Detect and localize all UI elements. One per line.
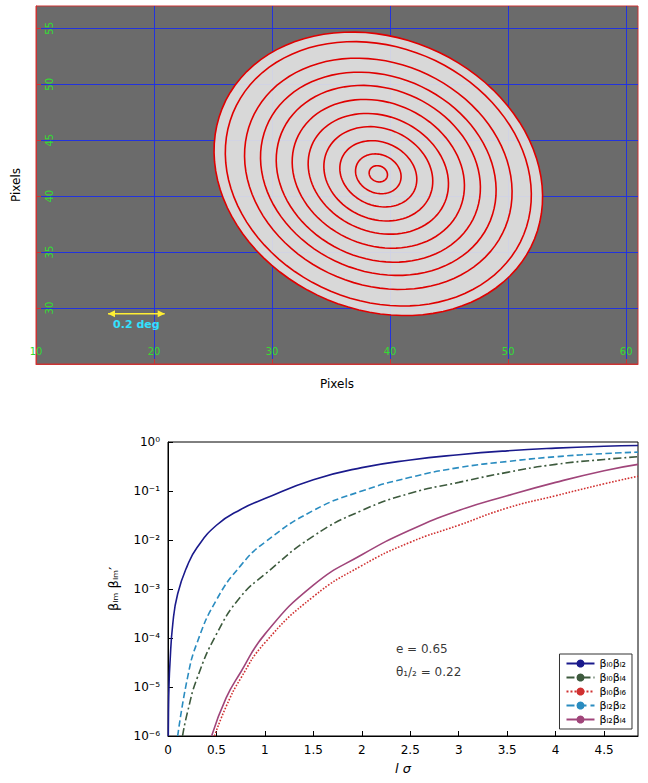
svg-text:10⁻⁶: 10⁻⁶ [134, 729, 161, 743]
svg-text:40: 40 [384, 346, 397, 357]
svg-text:βₗ₂βₗ₂: βₗ₂βₗ₂ [599, 699, 626, 712]
svg-text:Pixels: Pixels [320, 377, 354, 391]
svg-text:2.5: 2.5 [401, 743, 420, 757]
svg-text:0: 0 [164, 743, 172, 757]
svg-text:10⁻²: 10⁻² [134, 533, 161, 547]
svg-text:60: 60 [620, 346, 633, 357]
svg-text:10⁻¹: 10⁻¹ [134, 484, 161, 498]
svg-text:βₗ₀βₗ₄: βₗ₀βₗ₄ [599, 671, 626, 684]
svg-text:3.5: 3.5 [498, 743, 517, 757]
svg-text:θ₁/₂ = 0.22: θ₁/₂ = 0.22 [396, 665, 461, 679]
svg-text:βₗ₀βₗ₆: βₗ₀βₗ₆ [599, 685, 626, 698]
svg-text:βₗₘ βₗₘ′: βₗₘ βₗₘ′ [106, 567, 121, 611]
svg-text:4: 4 [552, 743, 560, 757]
svg-text:10⁻⁵: 10⁻⁵ [134, 680, 161, 694]
svg-text:l σ: l σ [395, 761, 412, 776]
svg-text:40: 40 [44, 190, 55, 203]
svg-text:3: 3 [455, 743, 463, 757]
svg-text:50: 50 [502, 346, 515, 357]
svg-text:35: 35 [44, 246, 55, 259]
svg-text:1.5: 1.5 [304, 743, 323, 757]
svg-text:50: 50 [44, 78, 55, 91]
svg-text:30: 30 [44, 302, 55, 315]
svg-text:10: 10 [30, 346, 43, 357]
svg-text:2: 2 [358, 743, 366, 757]
svg-text:0.5: 0.5 [207, 743, 226, 757]
svg-text:10⁻³: 10⁻³ [134, 582, 161, 596]
svg-text:55: 55 [44, 22, 55, 35]
svg-text:20: 20 [148, 346, 161, 357]
svg-text:βₗ₂βₗ₄: βₗ₂βₗ₄ [599, 713, 626, 726]
svg-text:βₗ₀βₗ₂: βₗ₀βₗ₂ [599, 657, 626, 670]
svg-text:4.5: 4.5 [595, 743, 614, 757]
svg-text:10⁰: 10⁰ [140, 435, 160, 449]
svg-text:45: 45 [44, 134, 55, 147]
svg-text:1: 1 [261, 743, 269, 757]
svg-text:e = 0.65: e = 0.65 [396, 642, 448, 656]
svg-text:Pixels: Pixels [9, 168, 23, 202]
svg-text:0.2 deg: 0.2 deg [113, 318, 160, 331]
svg-text:30: 30 [266, 346, 279, 357]
svg-text:10⁻⁴: 10⁻⁴ [134, 631, 161, 645]
